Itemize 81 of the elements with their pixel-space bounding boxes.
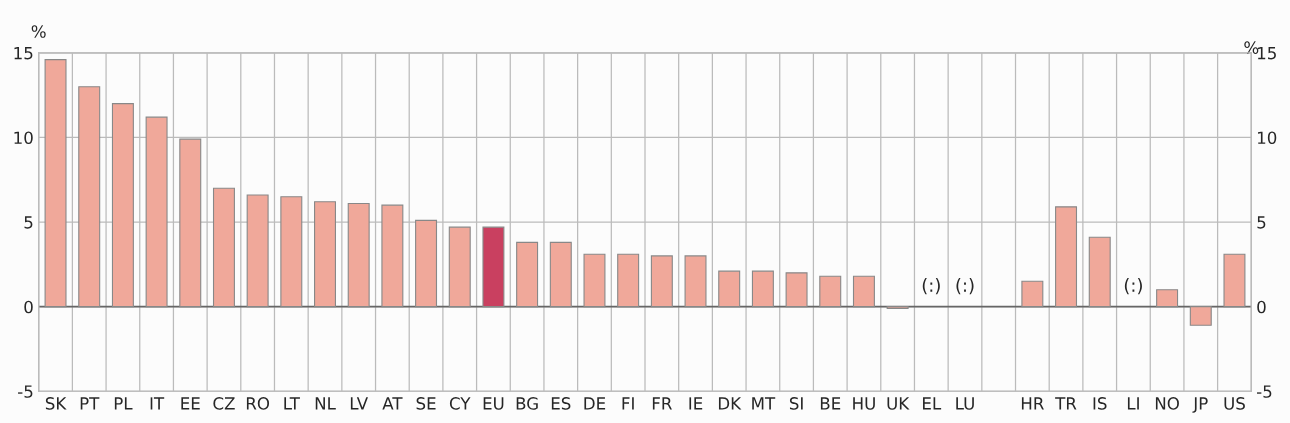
- x-tick-label: DK: [718, 397, 742, 410]
- bar: [314, 201, 337, 308]
- x-tick-label: EU: [483, 397, 504, 410]
- bar: [44, 59, 67, 308]
- x-tick-label: DE: [584, 397, 606, 410]
- annotation: (:): [1124, 278, 1142, 295]
- y-tick-label: 5: [24, 216, 33, 229]
- bar: [819, 275, 842, 308]
- bar: [415, 219, 438, 308]
- bar: [549, 241, 572, 308]
- annotation: (:): [956, 278, 974, 295]
- y-tick-label: -5: [18, 385, 33, 398]
- bar: [1189, 306, 1212, 326]
- x-tick-label: AT: [382, 397, 403, 410]
- x-tick-label: LU: [956, 397, 974, 410]
- y2-tick-label: 15: [1257, 47, 1276, 60]
- bar: [78, 86, 101, 308]
- x-tick-label: IT: [150, 397, 165, 410]
- bar: [751, 270, 774, 308]
- bar: [381, 204, 404, 308]
- x-tick-label: BE: [820, 397, 841, 410]
- bar: [111, 103, 134, 308]
- x-tick-label: SK: [45, 397, 67, 410]
- y-tick-label: 0: [24, 300, 33, 314]
- y2-tick-label: -5: [1256, 385, 1272, 398]
- bar: [583, 253, 606, 308]
- bar: [650, 255, 673, 308]
- bar: [179, 138, 202, 308]
- bar: [347, 202, 370, 308]
- bar: [448, 226, 471, 308]
- x-tick-label: NL: [315, 397, 336, 410]
- x-tick-label: SI: [789, 397, 803, 410]
- x-tick-label: UK: [887, 397, 910, 410]
- bar: [1021, 280, 1044, 308]
- x-tick-label: MT: [752, 397, 776, 410]
- x-tick-label: CY: [449, 397, 471, 410]
- x-tick-label: EE: [181, 397, 200, 410]
- bar: [852, 275, 875, 308]
- x-tick-label: ES: [551, 397, 571, 410]
- y-tick-label: 15: [14, 47, 33, 60]
- x-tick-label: NO: [1155, 397, 1179, 410]
- bar: [718, 270, 741, 308]
- x-tick-label: PT: [80, 397, 100, 410]
- x-tick-label: LI: [1127, 397, 1139, 410]
- bar: [246, 194, 269, 308]
- y2-tick-label: 5: [1257, 216, 1266, 229]
- x-tick-label: PL: [114, 397, 133, 410]
- x-tick-label: EL: [923, 397, 942, 410]
- x-tick-label: US: [1224, 397, 1245, 410]
- y2-tick-label: 10: [1257, 131, 1277, 145]
- x-tick-label: CZ: [213, 397, 235, 410]
- x-tick-label: FR: [652, 397, 672, 410]
- bar: [1223, 253, 1246, 308]
- x-tick-label: LV: [350, 397, 368, 410]
- x-tick-label: FI: [622, 397, 634, 410]
- x-tick-label: IS: [1093, 397, 1107, 410]
- x-tick-label: JP: [1192, 397, 1208, 413]
- y2-axis-title: %: [1244, 41, 1259, 54]
- x-tick-label: BG: [516, 397, 538, 410]
- x-tick-label: IE: [689, 397, 703, 410]
- y-axis-title: %: [31, 25, 46, 38]
- bar: [1055, 206, 1078, 308]
- bar: [280, 196, 303, 308]
- x-tick-label: HR: [1021, 397, 1044, 410]
- bar: [1088, 236, 1111, 308]
- y-tick-label: 10: [14, 131, 33, 145]
- bar: [684, 255, 707, 308]
- x-tick-label: HU: [853, 397, 875, 410]
- bar: [482, 226, 505, 308]
- bar: [785, 272, 808, 308]
- bar: [212, 187, 235, 308]
- y2-tick-label: 0: [1257, 300, 1266, 314]
- bar: [516, 241, 539, 308]
- x-tick-label: LT: [284, 397, 300, 410]
- bar: [617, 253, 640, 308]
- x-tick-label: SE: [416, 397, 436, 410]
- x-tick-label: RO: [246, 397, 270, 410]
- bar: [1156, 289, 1179, 308]
- x-tick-label: TR: [1055, 397, 1077, 410]
- bar: [145, 116, 168, 308]
- annotation: (:): [922, 278, 940, 295]
